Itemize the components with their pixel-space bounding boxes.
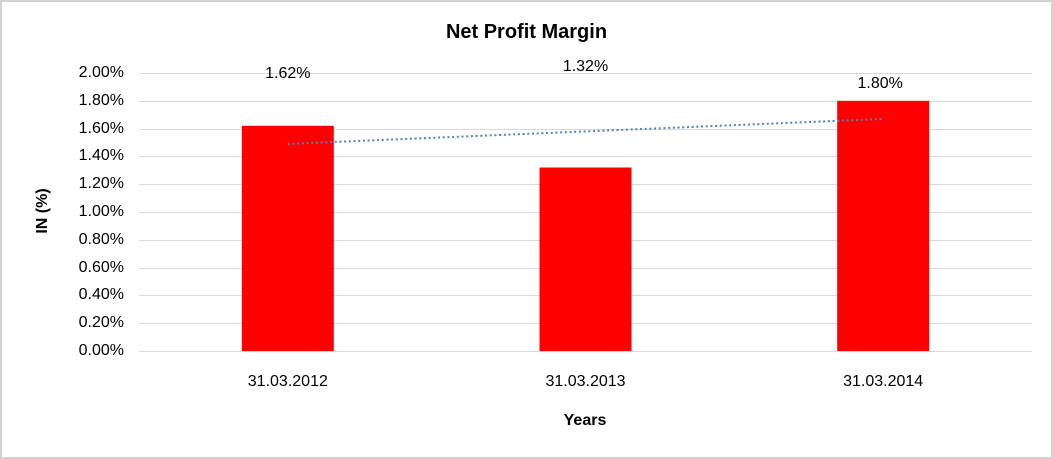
category-label: 31.03.2012 (247, 373, 328, 390)
y-tick-label: 1.00% (78, 203, 124, 220)
category-label: 31.03.2013 (545, 373, 626, 390)
bar-31.03.2013 (539, 167, 632, 351)
bar-31.03.2014 (837, 100, 930, 351)
x-axis-title: Years (563, 412, 607, 429)
y-tick-label: 1.80% (78, 92, 124, 109)
y-tick-label: 1.20% (78, 175, 124, 192)
chart-title: Net Profit Margin (445, 21, 608, 43)
trendline (287, 117, 884, 145)
y-tick-label: 1.60% (78, 120, 124, 137)
y-tick-label: 0.00% (78, 342, 124, 359)
bar-31.03.2012 (241, 125, 334, 351)
y-tick-label: 2.00% (78, 64, 124, 81)
category-label: 31.03.2014 (843, 373, 924, 390)
y-tick-label: 0.60% (78, 259, 124, 276)
y-tick-label: 0.40% (78, 286, 124, 303)
bar-value-label: 1.62% (265, 65, 311, 82)
y-tick-label: 1.40% (78, 147, 124, 164)
bar-value-label: 1.80% (857, 75, 903, 92)
y-tick-label: 0.80% (78, 231, 124, 248)
bar-value-label: 1.32% (562, 58, 609, 75)
y-tick-label: 0.20% (78, 314, 124, 331)
